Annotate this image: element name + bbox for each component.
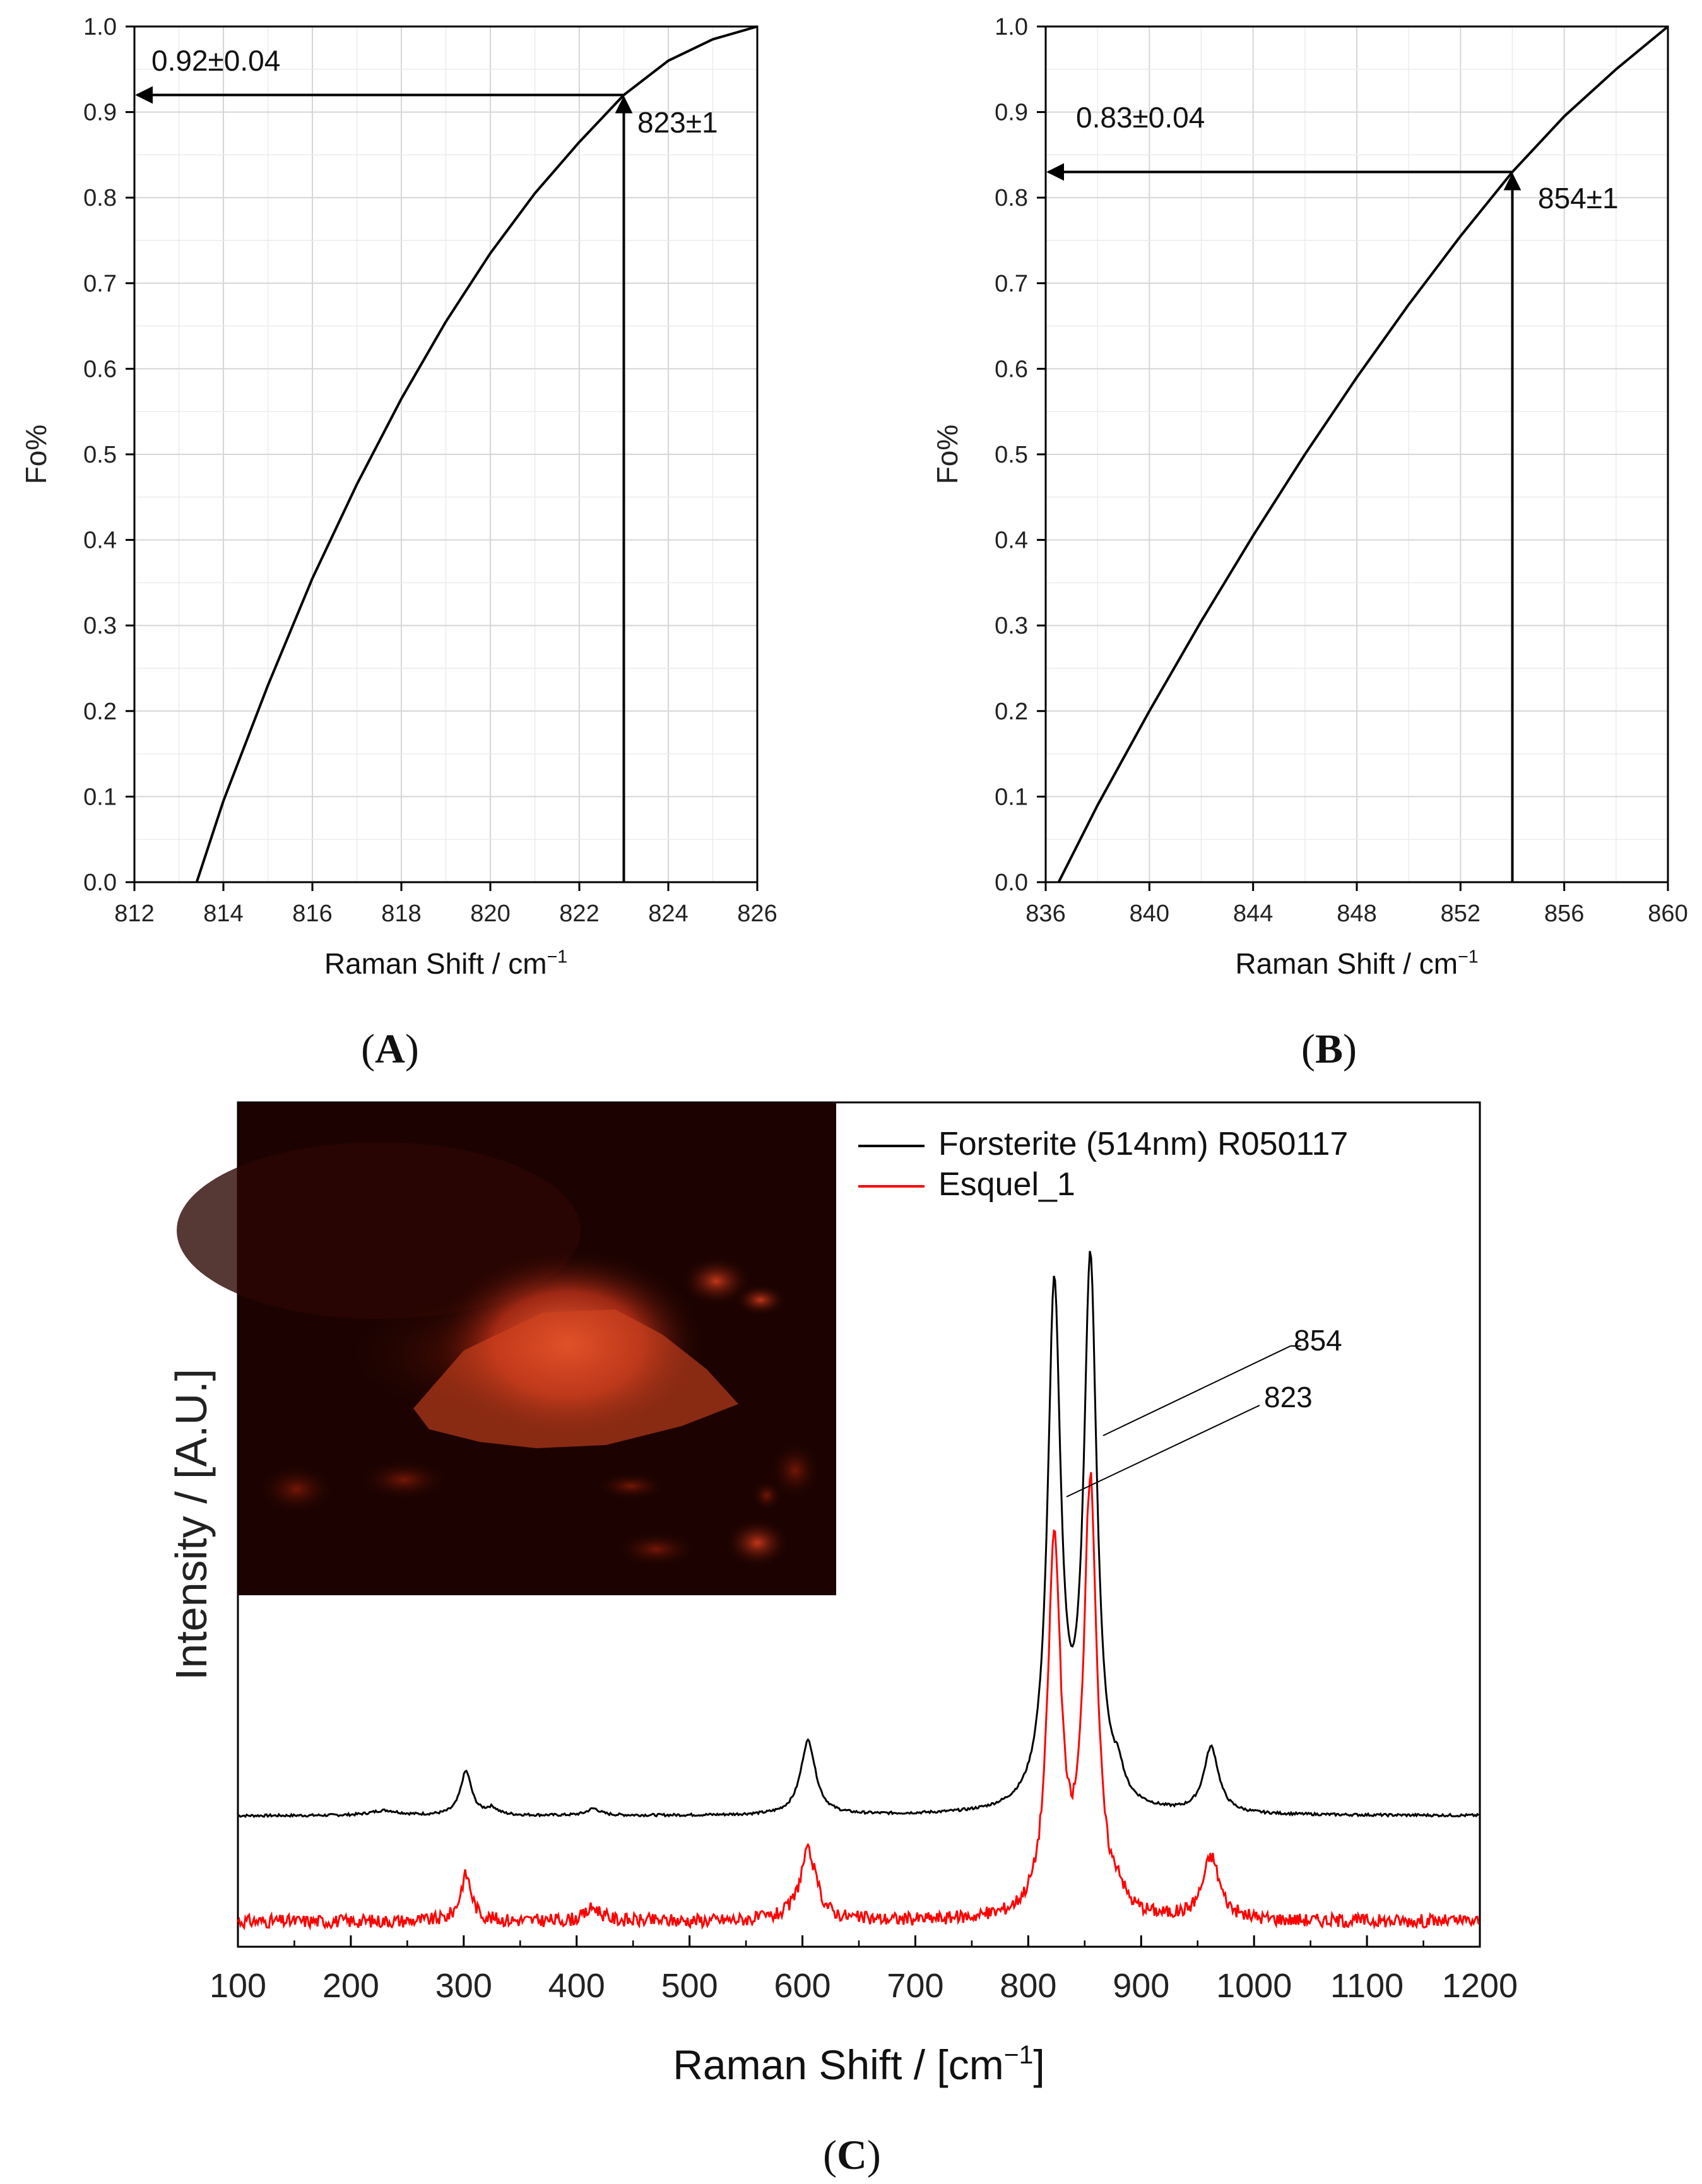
y-tick-label: 0.8 <box>995 185 1028 211</box>
y-tick-label: 0.4 <box>83 528 117 554</box>
x-tick-label: 500 <box>661 1967 718 2005</box>
y-tick-label: 0.3 <box>995 613 1028 639</box>
x-tick-label: 826 <box>737 900 777 927</box>
calibration-curve <box>195 25 758 883</box>
panel-a-chart: 812 814 816 818 820 822 824 826 0.0 0.1 0.2 0.3 0.4 0… <box>20 14 777 980</box>
panel-label-b: (B) <box>1301 1026 1357 1072</box>
sample-photo-inset <box>177 1102 836 1595</box>
panel-b-chart: 836 840 844 848 852 856 860 0.0 0.1 0.2 0.3 0.4 0.5 0… <box>931 14 1688 980</box>
y-tick-label: 0.3 <box>83 613 117 639</box>
x-value-label: 854±1 <box>1538 182 1619 215</box>
x-tick-label: 300 <box>435 1967 492 2005</box>
x-tick-label: 844 <box>1233 900 1273 927</box>
y-tick-label: 0.7 <box>995 271 1028 297</box>
legend-label: Forsterite (514nm) R050117 <box>938 1126 1348 1162</box>
x-tick-label: 900 <box>1113 1967 1169 2005</box>
y-tick-label: 0.5 <box>83 442 117 468</box>
y-tick-label: 0.1 <box>995 784 1028 810</box>
y-tick-label: 0.6 <box>83 356 117 382</box>
x-tick-label: 1200 <box>1442 1967 1518 2005</box>
x-value-label: 823±1 <box>637 106 718 139</box>
x-tick-label: 400 <box>548 1967 605 2005</box>
y-tick-label: 0.9 <box>995 100 1028 126</box>
x-tick-label: 818 <box>381 900 421 927</box>
annotation-854: 854 <box>1294 1324 1342 1357</box>
x-tick-label: 822 <box>559 900 599 927</box>
y-tick-label: 0.8 <box>83 185 117 211</box>
y-tick-label: 1.0 <box>83 14 117 40</box>
x-tick-label: 856 <box>1544 900 1584 927</box>
y-tick-label: 0.0 <box>83 870 117 896</box>
y-value-label: 0.92±0.04 <box>151 44 280 77</box>
x-tick-label: 1000 <box>1216 1967 1292 2005</box>
x-axis-title: Raman Shift / [cm−1] <box>673 2040 1044 2088</box>
y-tick-label: 0.9 <box>83 100 117 126</box>
x-tick-label: 840 <box>1130 900 1169 927</box>
annotation-823: 823 <box>1264 1381 1313 1414</box>
y-tick-label: 0.4 <box>995 528 1028 554</box>
y-axis-title: Fo% <box>931 425 964 485</box>
x-tick-label: 816 <box>292 900 332 927</box>
x-tick-label: 812 <box>114 900 154 927</box>
x-tick-label: 836 <box>1025 900 1065 927</box>
calibration-curve <box>1057 25 1669 883</box>
x-tick-label: 860 <box>1648 900 1687 927</box>
x-axis-title: Raman Shift / cm−1 <box>324 947 567 980</box>
x-tick-label: 200 <box>322 1967 379 2005</box>
annotation-leader-854 <box>1102 1345 1291 1436</box>
y-tick-label: 0.2 <box>995 699 1028 725</box>
x-tick-label: 848 <box>1337 900 1376 927</box>
panel-label-a: (A) <box>361 1026 419 1072</box>
y-tick-label: 0.0 <box>995 870 1028 896</box>
y-tick-label: 0.7 <box>83 271 117 297</box>
y-tick-label: 1.0 <box>995 14 1028 40</box>
x-tick-label: 800 <box>1000 1967 1056 2005</box>
panel-label-c: (C) <box>823 2132 881 2178</box>
x-tick-label: 824 <box>648 900 688 927</box>
panel-c-chart: 100 200 300 400 500 600 700 800 900 1000 1100 1200 R… <box>167 1101 1518 2088</box>
x-tick-label: 700 <box>887 1967 943 2005</box>
x-tick-label: 814 <box>203 900 243 927</box>
y-tick-label: 0.6 <box>995 356 1028 382</box>
x-tick-label: 600 <box>774 1967 830 2005</box>
y-tick-label: 0.2 <box>83 699 117 725</box>
annotation-leader-823 <box>1066 1405 1260 1497</box>
y-axis-title: Intensity / [A.U.] <box>167 1369 216 1680</box>
x-axis-title: Raman Shift / cm−1 <box>1235 947 1478 980</box>
y-tick-label: 0.5 <box>995 442 1028 468</box>
x-tick-label: 852 <box>1441 900 1480 927</box>
forsterite-spectrum-line <box>237 1251 1480 1819</box>
x-tick-label: 820 <box>470 900 510 927</box>
y-value-label: 0.83±0.04 <box>1076 101 1205 134</box>
esquel-spectrum-line <box>237 1472 1480 1931</box>
y-axis-title: Fo% <box>20 425 52 485</box>
x-tick-label: 100 <box>210 1967 266 2005</box>
y-tick-label: 0.1 <box>83 784 117 810</box>
legend-label: Esquel_1 <box>938 1166 1075 1203</box>
x-tick-label: 1100 <box>1330 1967 1404 2005</box>
